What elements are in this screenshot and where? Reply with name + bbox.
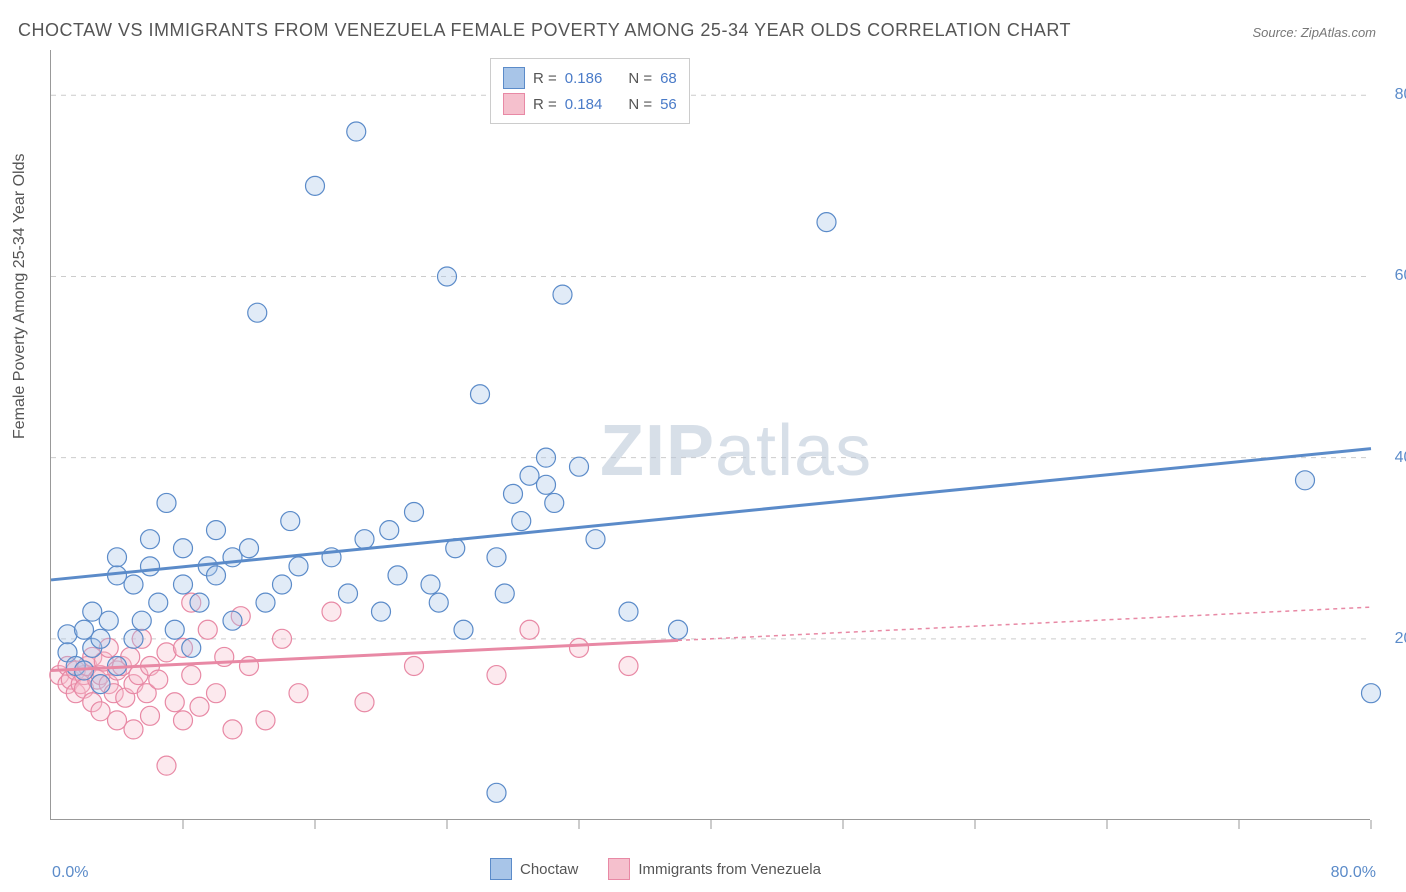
legend-swatch-venezuela-bottom xyxy=(608,858,630,880)
chart-title: CHOCTAW VS IMMIGRANTS FROM VENEZUELA FEM… xyxy=(18,20,1071,41)
y-axis-label: Female Poverty Among 25-34 Year Olds xyxy=(11,154,29,440)
y-tick-label: 80.0% xyxy=(1395,86,1406,104)
legend-n-label-2: N = xyxy=(628,96,652,113)
legend-swatch-choctaw xyxy=(503,67,525,89)
legend-n-value-2: 56 xyxy=(660,96,677,113)
series-legend: Choctaw Immigrants from Venezuela xyxy=(490,858,821,880)
chart-plot-area: 20.0%40.0%60.0%80.0% xyxy=(50,50,1370,820)
legend-r-label-1: R = xyxy=(533,70,557,87)
legend-r-value-1: 0.186 xyxy=(565,70,603,87)
legend-label-choctaw: Choctaw xyxy=(520,861,578,878)
y-tick-label: 20.0% xyxy=(1395,630,1406,648)
legend-r-value-2: 0.184 xyxy=(565,96,603,113)
legend-item-choctaw: Choctaw xyxy=(490,858,578,880)
x-axis-min-label: 0.0% xyxy=(52,864,88,882)
correlation-legend: R = 0.186 N = 68 R = 0.184 N = 56 xyxy=(490,58,690,124)
legend-swatch-choctaw-bottom xyxy=(490,858,512,880)
legend-n-value-1: 68 xyxy=(660,70,677,87)
scatter-svg xyxy=(51,50,1370,819)
legend-item-venezuela: Immigrants from Venezuela xyxy=(608,858,821,880)
legend-row-venezuela: R = 0.184 N = 56 xyxy=(503,91,677,117)
source-attribution: Source: ZipAtlas.com xyxy=(1252,25,1376,40)
x-axis-max-label: 80.0% xyxy=(1331,864,1376,882)
legend-row-choctaw: R = 0.186 N = 68 xyxy=(503,65,677,91)
y-tick-label: 60.0% xyxy=(1395,267,1406,285)
legend-r-label-2: R = xyxy=(533,96,557,113)
legend-swatch-venezuela xyxy=(503,93,525,115)
y-tick-label: 40.0% xyxy=(1395,449,1406,467)
legend-n-label-1: N = xyxy=(628,70,652,87)
legend-label-venezuela: Immigrants from Venezuela xyxy=(638,861,821,878)
